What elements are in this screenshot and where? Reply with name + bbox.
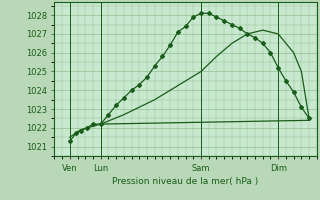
X-axis label: Pression niveau de la mer( hPa ): Pression niveau de la mer( hPa ) bbox=[112, 177, 259, 186]
